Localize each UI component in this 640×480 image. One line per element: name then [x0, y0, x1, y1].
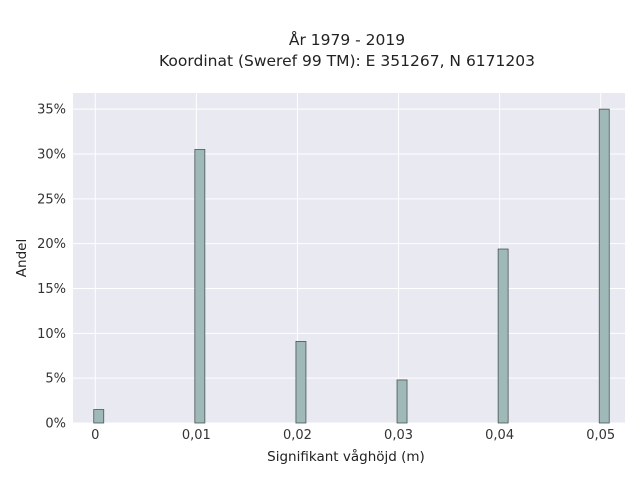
y-tick-label: 10%: [37, 327, 66, 342]
x-tick-label: 0,01: [182, 428, 211, 443]
x-tick-label: 0,05: [586, 428, 615, 443]
y-axis-label: Andel: [14, 239, 30, 277]
bars: [93, 108, 610, 424]
x-axis-label: Signifikant våghöjd (m): [267, 448, 425, 465]
y-tick-label: 15%: [37, 282, 66, 297]
y-axis-ticks: 0% 5% 10% 15% 20% 25% 30% 35%: [37, 103, 66, 432]
x-tick-label: 0,02: [283, 428, 312, 443]
x-tick-label: 0: [91, 428, 99, 443]
bar-0,05: [598, 108, 610, 424]
y-tick-label: 5%: [45, 372, 66, 387]
chart-title-line2: Koordinat (Sweref 99 TM): E 351267, N 61…: [159, 52, 535, 70]
x-tick-label: 0,04: [485, 428, 514, 443]
bar-0,02: [295, 340, 307, 424]
y-tick-label: 35%: [37, 103, 66, 118]
bar-0,04: [497, 248, 509, 424]
x-tick-label: 0,03: [384, 428, 413, 443]
bar-0,03: [396, 379, 408, 424]
y-tick-label: 20%: [37, 237, 66, 252]
x-axis-ticks: 0 0,01 0,02 0,03 0,04 0,05: [91, 428, 615, 443]
y-tick-label: 25%: [37, 192, 66, 207]
bar-0: [93, 409, 105, 424]
y-tick-label: 30%: [37, 147, 66, 162]
plot-area: [73, 93, 625, 423]
chart-title-line1: År 1979 - 2019: [289, 30, 405, 49]
y-tick-label: 0%: [45, 417, 66, 432]
bar-0,01: [194, 149, 206, 424]
